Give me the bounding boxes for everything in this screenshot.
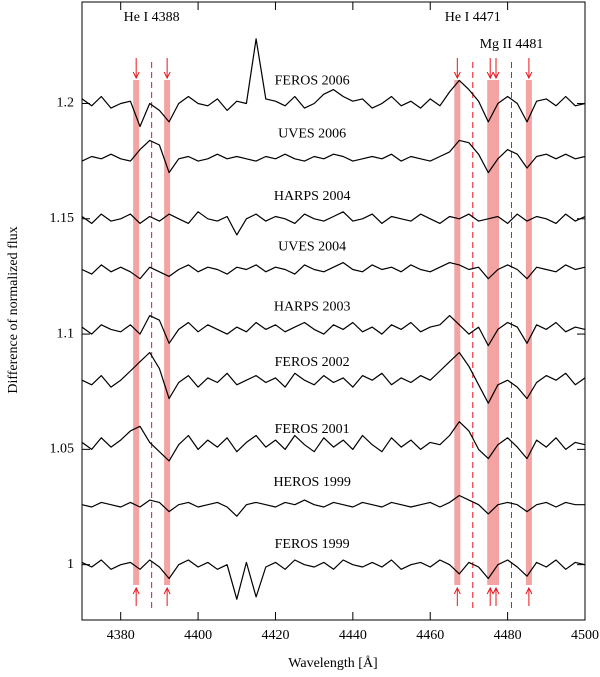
arrow-top-head [163,71,171,80]
y-tick-label: 1.1 [57,326,75,341]
arrow-top-head [486,71,494,80]
series-label: HARPS 2004 [274,189,351,204]
x-tick-label: 4460 [416,628,444,643]
line-band [164,80,171,585]
arrow-bottom-head [486,586,494,595]
line-band [454,80,461,585]
x-tick-label: 4480 [494,628,522,643]
x-tick-label: 4500 [571,628,599,643]
x-axis-label: Wavelength [Å] [288,655,377,671]
line-band [487,80,494,585]
arrow-top-head [492,71,500,80]
spectrum-line [81,262,586,280]
arrow-bottom-head [492,586,500,595]
spectrum-line [81,211,586,236]
spectrum-line [81,315,586,347]
plot-frame [81,1,586,621]
y-tick-label: 1.05 [50,442,75,457]
arrow-bottom-head [525,586,533,595]
arrow-top-head [132,71,140,80]
series-label: UVES 2004 [278,240,346,255]
annotation: He I 4388 [124,10,180,25]
x-tick-label: 4400 [184,628,212,643]
series-label: FEROS 2002 [275,355,350,370]
line-band [525,80,532,585]
spectrum-line [81,351,586,404]
series-label: UVES 2006 [278,127,346,142]
annotation: Mg II 4481 [480,37,544,52]
spectrum-line [81,38,586,128]
x-tick-label: 4440 [339,628,367,643]
arrow-top-head [453,71,461,80]
y-tick-label: 1 [67,557,74,572]
y-axis-label: Difference of normalized flux [6,226,21,393]
series-label: FEROS 2006 [275,74,350,89]
arrow-bottom-head [453,586,461,595]
x-tick-label: 4380 [107,628,135,643]
spectrum-line [81,559,586,600]
arrow-top-head [525,71,533,80]
x-tick-label: 4420 [261,628,289,643]
series-label: HEROS 1999 [273,475,350,490]
y-tick-label: 1.2 [57,96,75,111]
series-label: FEROS 2001 [275,422,350,437]
annotation: He I 4471 [445,10,501,25]
arrow-bottom-head [163,586,171,595]
spectrum-line [81,494,585,517]
spectrum-line [81,139,586,174]
spectrum-line [81,421,586,462]
series-label: HARPS 2003 [274,300,351,315]
series-label: FEROS 1999 [275,537,350,552]
line-band [133,80,140,585]
arrow-bottom-head [132,586,140,595]
y-tick-label: 1.15 [50,211,75,226]
